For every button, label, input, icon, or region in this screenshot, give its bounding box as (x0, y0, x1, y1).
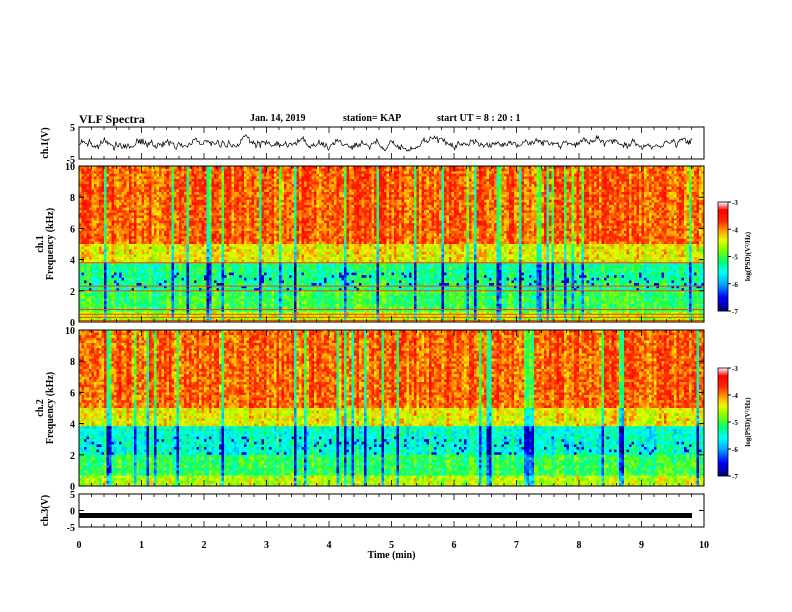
ch2-colorbar-tick-2: -5 (732, 419, 738, 427)
ch2-spectrogram-ylabel-1: Frequency (kHz) (45, 372, 56, 444)
xtick-label-10: 10 (699, 540, 709, 551)
ch2-colorbar-tick-0: -3 (732, 365, 738, 373)
ch2-colorbar (718, 368, 728, 477)
ch1-spectrogram-cells (79, 166, 705, 323)
ch2-colorbar-tick-3: -6 (732, 446, 738, 454)
station-label: station= KAP (343, 113, 401, 124)
ch2-colorbar-tick-1: -4 (732, 392, 738, 400)
ch2-colorbar-tick-4: -7 (732, 473, 738, 481)
xtick-label-3: 3 (264, 540, 269, 551)
ch1-colorbar (718, 202, 728, 312)
ch3-waveform-ytick-2: -5 (67, 523, 75, 534)
xtick-label-1: 1 (139, 540, 144, 551)
ch1-colorbar-tick-0: -3 (732, 199, 738, 207)
ch1-spectrogram-ytick-4: 8 (70, 193, 75, 204)
ch1-colorbar-tick-2: -5 (732, 254, 738, 262)
ch1-waveform-ytick-0: 5 (70, 123, 75, 134)
ch1-spectrogram-ylabel-0: ch.1 (35, 235, 46, 253)
date-label: Jan. 14, 2019 (250, 113, 306, 124)
ch1-spectrogram-ytick-2: 4 (70, 256, 75, 267)
ch1-waveform-ytick-1: -5 (67, 155, 75, 166)
ch1-colorbar-tick-4: -7 (732, 308, 738, 316)
ch1-spectrogram-ylabel-1: Frequency (kHz) (45, 208, 56, 280)
ch3-waveform-ytick-1: 0 (70, 507, 75, 518)
ch2-spectrogram-ytick-1: 2 (70, 451, 75, 462)
ch2-spectrogram-ytick-4: 8 (70, 357, 75, 368)
ch1-spectrogram-ytick-1: 2 (70, 287, 75, 298)
xtick-label-8: 8 (577, 540, 582, 551)
xtick-label-7: 7 (514, 540, 519, 551)
ch1-colorbar-tick-1: -4 (732, 226, 738, 234)
ch1-colorbar-tick-3: -6 (732, 281, 738, 289)
xtick-label-0: 0 (77, 540, 82, 551)
x-axis-label: Time (min) (368, 550, 416, 561)
ch2-spectrogram-ytick-3: 6 (70, 388, 75, 399)
ch2-spectrogram-ytick-0: 0 (70, 482, 75, 493)
ch2-spectrogram-ylabel-0: ch.2 (35, 399, 46, 417)
ch1-spectrogram-ytick-5: 10 (65, 162, 75, 173)
xtick-label-6: 6 (452, 540, 457, 551)
ch1-waveform-ylabel-0: ch.1(V) (40, 127, 51, 158)
xtick-label-2: 2 (202, 540, 207, 551)
ch2-colorbar-label: log(PSD)(V²/Hz) (744, 397, 752, 447)
start-time-label: start UT = 8 : 20 : 1 (437, 113, 521, 124)
ch3-waveform-ytick-0: 5 (70, 490, 75, 501)
ch2-spectrogram-ytick-5: 10 (65, 326, 75, 337)
ch3-waveform-ylabel-0: ch.3(V) (40, 495, 51, 526)
ch1-colorbar-label: log(PSD)(V²/Hz) (744, 231, 752, 281)
ch1-spectrogram-ytick-0: 0 (70, 318, 75, 329)
ch1-spectrogram-ytick-3: 6 (70, 224, 75, 235)
xtick-label-5: 5 (389, 540, 394, 551)
xtick-label-4: 4 (327, 540, 332, 551)
xtick-label-9: 9 (639, 540, 644, 551)
chart-title: VLF Spectra (79, 112, 145, 127)
ch2-spectrogram-cells (79, 330, 705, 487)
ch2-spectrogram-ytick-2: 4 (70, 420, 75, 431)
ch1-waveform-line (78, 134, 693, 152)
